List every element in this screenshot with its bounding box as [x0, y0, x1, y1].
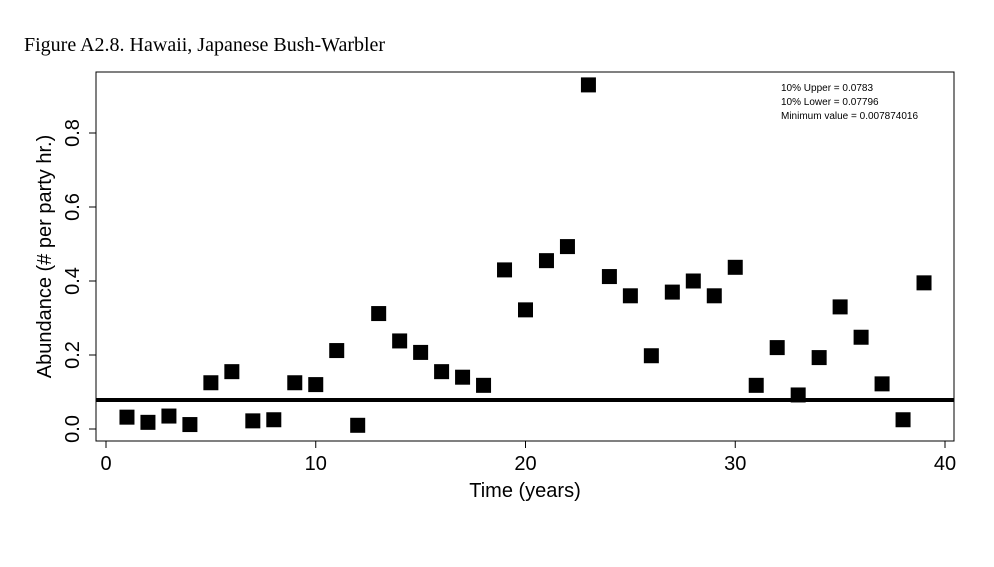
y-axis-label: Abundance (# per party hr.) — [34, 135, 56, 378]
data-point — [329, 343, 345, 359]
data-point — [224, 364, 240, 380]
data-point — [706, 288, 722, 304]
data-point — [832, 299, 848, 315]
data-point — [245, 413, 261, 429]
x-tick-label: 20 — [514, 453, 536, 475]
data-point — [874, 376, 890, 392]
data-point — [455, 369, 471, 385]
data-point — [664, 284, 680, 300]
data-point — [161, 408, 177, 424]
data-point — [685, 273, 701, 289]
data-point — [622, 288, 638, 304]
data-point — [266, 412, 282, 428]
data-point — [182, 417, 198, 433]
data-point — [559, 239, 575, 255]
x-tick-label: 40 — [934, 453, 956, 475]
data-point — [434, 364, 450, 380]
axis-ticks: 0 10 20 30 40 0.0 0.2 0.4 0.6 0.8 — [62, 119, 956, 475]
data-point — [580, 77, 596, 93]
x-tick-label: 10 — [305, 453, 327, 475]
data-point — [203, 375, 219, 391]
annotation-lower: 10% Lower = 0.07796 — [781, 97, 879, 108]
data-points — [119, 77, 932, 433]
plot-frame — [95, 71, 955, 442]
data-point — [476, 377, 492, 393]
data-point — [497, 262, 513, 278]
annotation-upper: 10% Upper = 0.0783 — [781, 83, 873, 94]
data-point — [392, 333, 408, 349]
y-tick-label: 0.4 — [62, 267, 84, 295]
data-point — [853, 329, 869, 345]
data-point — [811, 350, 827, 366]
data-point — [413, 344, 429, 360]
y-tick-label: 0.6 — [62, 193, 84, 221]
data-point — [119, 409, 135, 425]
data-point — [916, 275, 932, 291]
data-point — [643, 348, 659, 364]
x-axis-label: Time (years) — [469, 480, 580, 502]
x-tick-label: 0 — [100, 453, 111, 475]
figure-title: Figure A2.8. Hawaii, Japanese Bush-Warbl… — [24, 34, 386, 56]
y-tick-label: 0.0 — [62, 415, 84, 443]
data-point — [518, 302, 533, 318]
data-point — [748, 377, 764, 393]
data-point — [287, 375, 303, 391]
data-point — [350, 417, 366, 433]
data-point — [371, 306, 387, 322]
data-point — [140, 414, 156, 430]
y-tick-label: 0.8 — [62, 119, 84, 147]
y-tick-label: 0.2 — [62, 341, 84, 369]
data-point — [308, 377, 324, 393]
data-point — [895, 412, 911, 428]
x-tick-label: 30 — [724, 453, 746, 475]
data-point — [601, 269, 617, 285]
data-point — [769, 340, 785, 356]
data-point — [538, 253, 554, 269]
data-point — [727, 259, 743, 275]
annotation-minimum: Minimum value = 0.007874016 — [781, 111, 918, 122]
